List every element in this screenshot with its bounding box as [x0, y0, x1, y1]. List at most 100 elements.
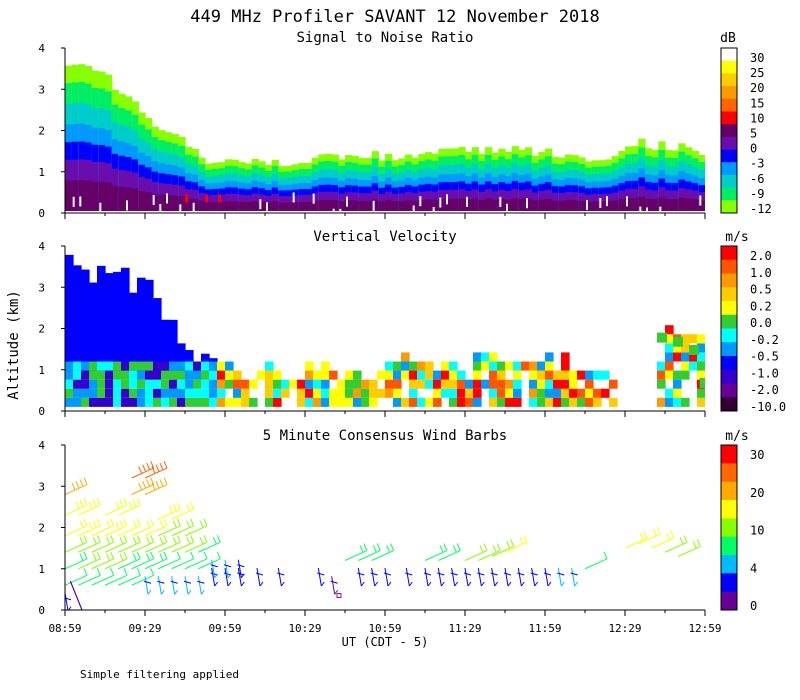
- wind-barb: [104, 551, 128, 570]
- colorbar-swatch: [721, 200, 737, 214]
- velocity-cell: [321, 361, 330, 371]
- velocity-cell: [321, 388, 330, 398]
- panel-2-axes: 0 1 2 3 4: [38, 240, 706, 418]
- wind-barb: [438, 543, 461, 561]
- velocity-cell: [161, 319, 170, 374]
- velocity-cell: [89, 282, 98, 374]
- snr-cell: [285, 202, 293, 211]
- wind-barb: [370, 567, 379, 587]
- colorbar-swatch: [721, 136, 737, 150]
- snr-gap: [159, 203, 162, 213]
- velocity-cell: [265, 361, 274, 371]
- wind-barb: [383, 567, 392, 587]
- velocity-cell: [441, 379, 450, 389]
- colorbar-swatch: [721, 162, 737, 176]
- velocity-cell: [201, 361, 210, 371]
- velocity-cell: [305, 388, 314, 398]
- velocity-cell: [449, 361, 458, 371]
- wind-barb: [131, 535, 155, 553]
- velocity-cell: [449, 379, 458, 389]
- velocity-cell: [497, 397, 506, 407]
- velocity-cell: [209, 370, 218, 380]
- velocity-cell: [361, 397, 370, 407]
- velocity-cell: [689, 352, 698, 362]
- snr-cell: [591, 201, 599, 211]
- wind-barb: [91, 518, 115, 537]
- snr-gap: [346, 196, 348, 207]
- snr-cell: [385, 199, 393, 211]
- velocity-heatmap: [65, 254, 705, 407]
- wind-barb: [184, 518, 208, 537]
- colorbar-swatch: [721, 342, 737, 357]
- velocity-cell: [97, 370, 106, 380]
- velocity-cell: [201, 397, 210, 407]
- velocity-cell: [409, 397, 418, 407]
- velocity-cell: [177, 388, 186, 398]
- wind-barb: [78, 498, 101, 516]
- wind-barb: [450, 567, 459, 587]
- snr-cell: [245, 202, 253, 211]
- velocity-cell: [513, 388, 522, 398]
- snr-cell: [458, 198, 466, 211]
- velocity-cell: [513, 379, 522, 389]
- velocity-cell: [201, 379, 210, 389]
- velocity-cell: [169, 379, 178, 389]
- velocity-cell: [145, 361, 154, 371]
- velocity-cell: [89, 370, 98, 380]
- velocity-cell: [145, 397, 154, 407]
- velocity-cell: [561, 370, 570, 380]
- wind-barb: [557, 567, 565, 587]
- velocity-cell: [665, 397, 674, 407]
- snr-cell: [191, 198, 199, 211]
- velocity-cell: [177, 397, 186, 407]
- snr-cell: [571, 200, 579, 211]
- velocity-cell: [473, 370, 482, 380]
- colorbar-label: 15: [750, 96, 764, 110]
- colorbar-swatch: [721, 369, 737, 384]
- velocity-cell: [425, 379, 434, 389]
- wind-barb: [357, 567, 365, 587]
- velocity-cell: [393, 361, 402, 371]
- wind-barb: [131, 460, 155, 479]
- snr-gap: [179, 204, 182, 213]
- velocity-cell: [177, 370, 186, 380]
- snr-cell: [238, 201, 246, 211]
- velocity-cell: [473, 379, 482, 389]
- velocity-cell: [433, 397, 442, 407]
- snr-cell: [278, 202, 286, 211]
- velocity-cell: [409, 361, 418, 371]
- velocity-cell: [537, 388, 546, 398]
- velocity-cell: [137, 379, 146, 389]
- snr-cell: [378, 201, 386, 211]
- wind-barb: [543, 567, 552, 587]
- velocity-cell: [513, 370, 522, 380]
- y-tick-label: 4: [38, 42, 45, 55]
- wind-barb: [118, 551, 141, 570]
- velocity-cell: [121, 379, 130, 389]
- velocity-cell: [665, 361, 674, 371]
- velocity-cell: [153, 388, 162, 398]
- wind-barbs: [65, 460, 701, 610]
- colorbar-swatch: [721, 98, 737, 112]
- snr-cell: [685, 198, 693, 211]
- velocity-cell: [697, 334, 705, 344]
- wind-barb: [144, 535, 168, 553]
- colorbar-swatch: [721, 48, 737, 61]
- panel1-title: Signal to Noise Ratio: [296, 30, 473, 46]
- velocity-cell: [241, 379, 250, 389]
- y-tick-label: 0: [38, 405, 45, 418]
- velocity-cell: [65, 254, 74, 374]
- velocity-cell: [473, 388, 482, 398]
- velocity-cell: [209, 397, 218, 407]
- snr-cell: [425, 199, 433, 211]
- colorbar-swatch: [721, 259, 737, 274]
- wind-barb: [344, 543, 368, 561]
- colorbar-swatch: [721, 273, 737, 288]
- velocity-cell: [457, 370, 466, 380]
- wind-barb: [255, 567, 264, 587]
- x-tick-label: 12:59: [688, 622, 721, 635]
- velocity-cell: [417, 361, 426, 371]
- wind-barb: [624, 531, 648, 549]
- velocity-cell: [169, 361, 178, 371]
- colorbar-label: -1.0: [750, 366, 779, 380]
